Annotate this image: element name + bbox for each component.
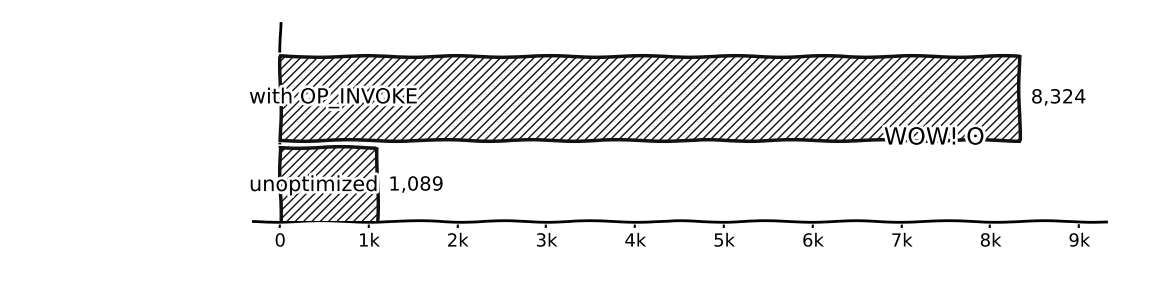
FancyBboxPatch shape [280, 147, 377, 223]
Text: with OP_INVOKE: with OP_INVOKE [249, 87, 418, 108]
Text: 1,089: 1,089 [388, 175, 444, 195]
Text: WOW! ʘ: WOW! ʘ [884, 126, 985, 149]
Text: 8,324: 8,324 [1031, 88, 1086, 108]
Text: unoptimized: unoptimized [249, 175, 378, 195]
FancyBboxPatch shape [280, 56, 1020, 140]
